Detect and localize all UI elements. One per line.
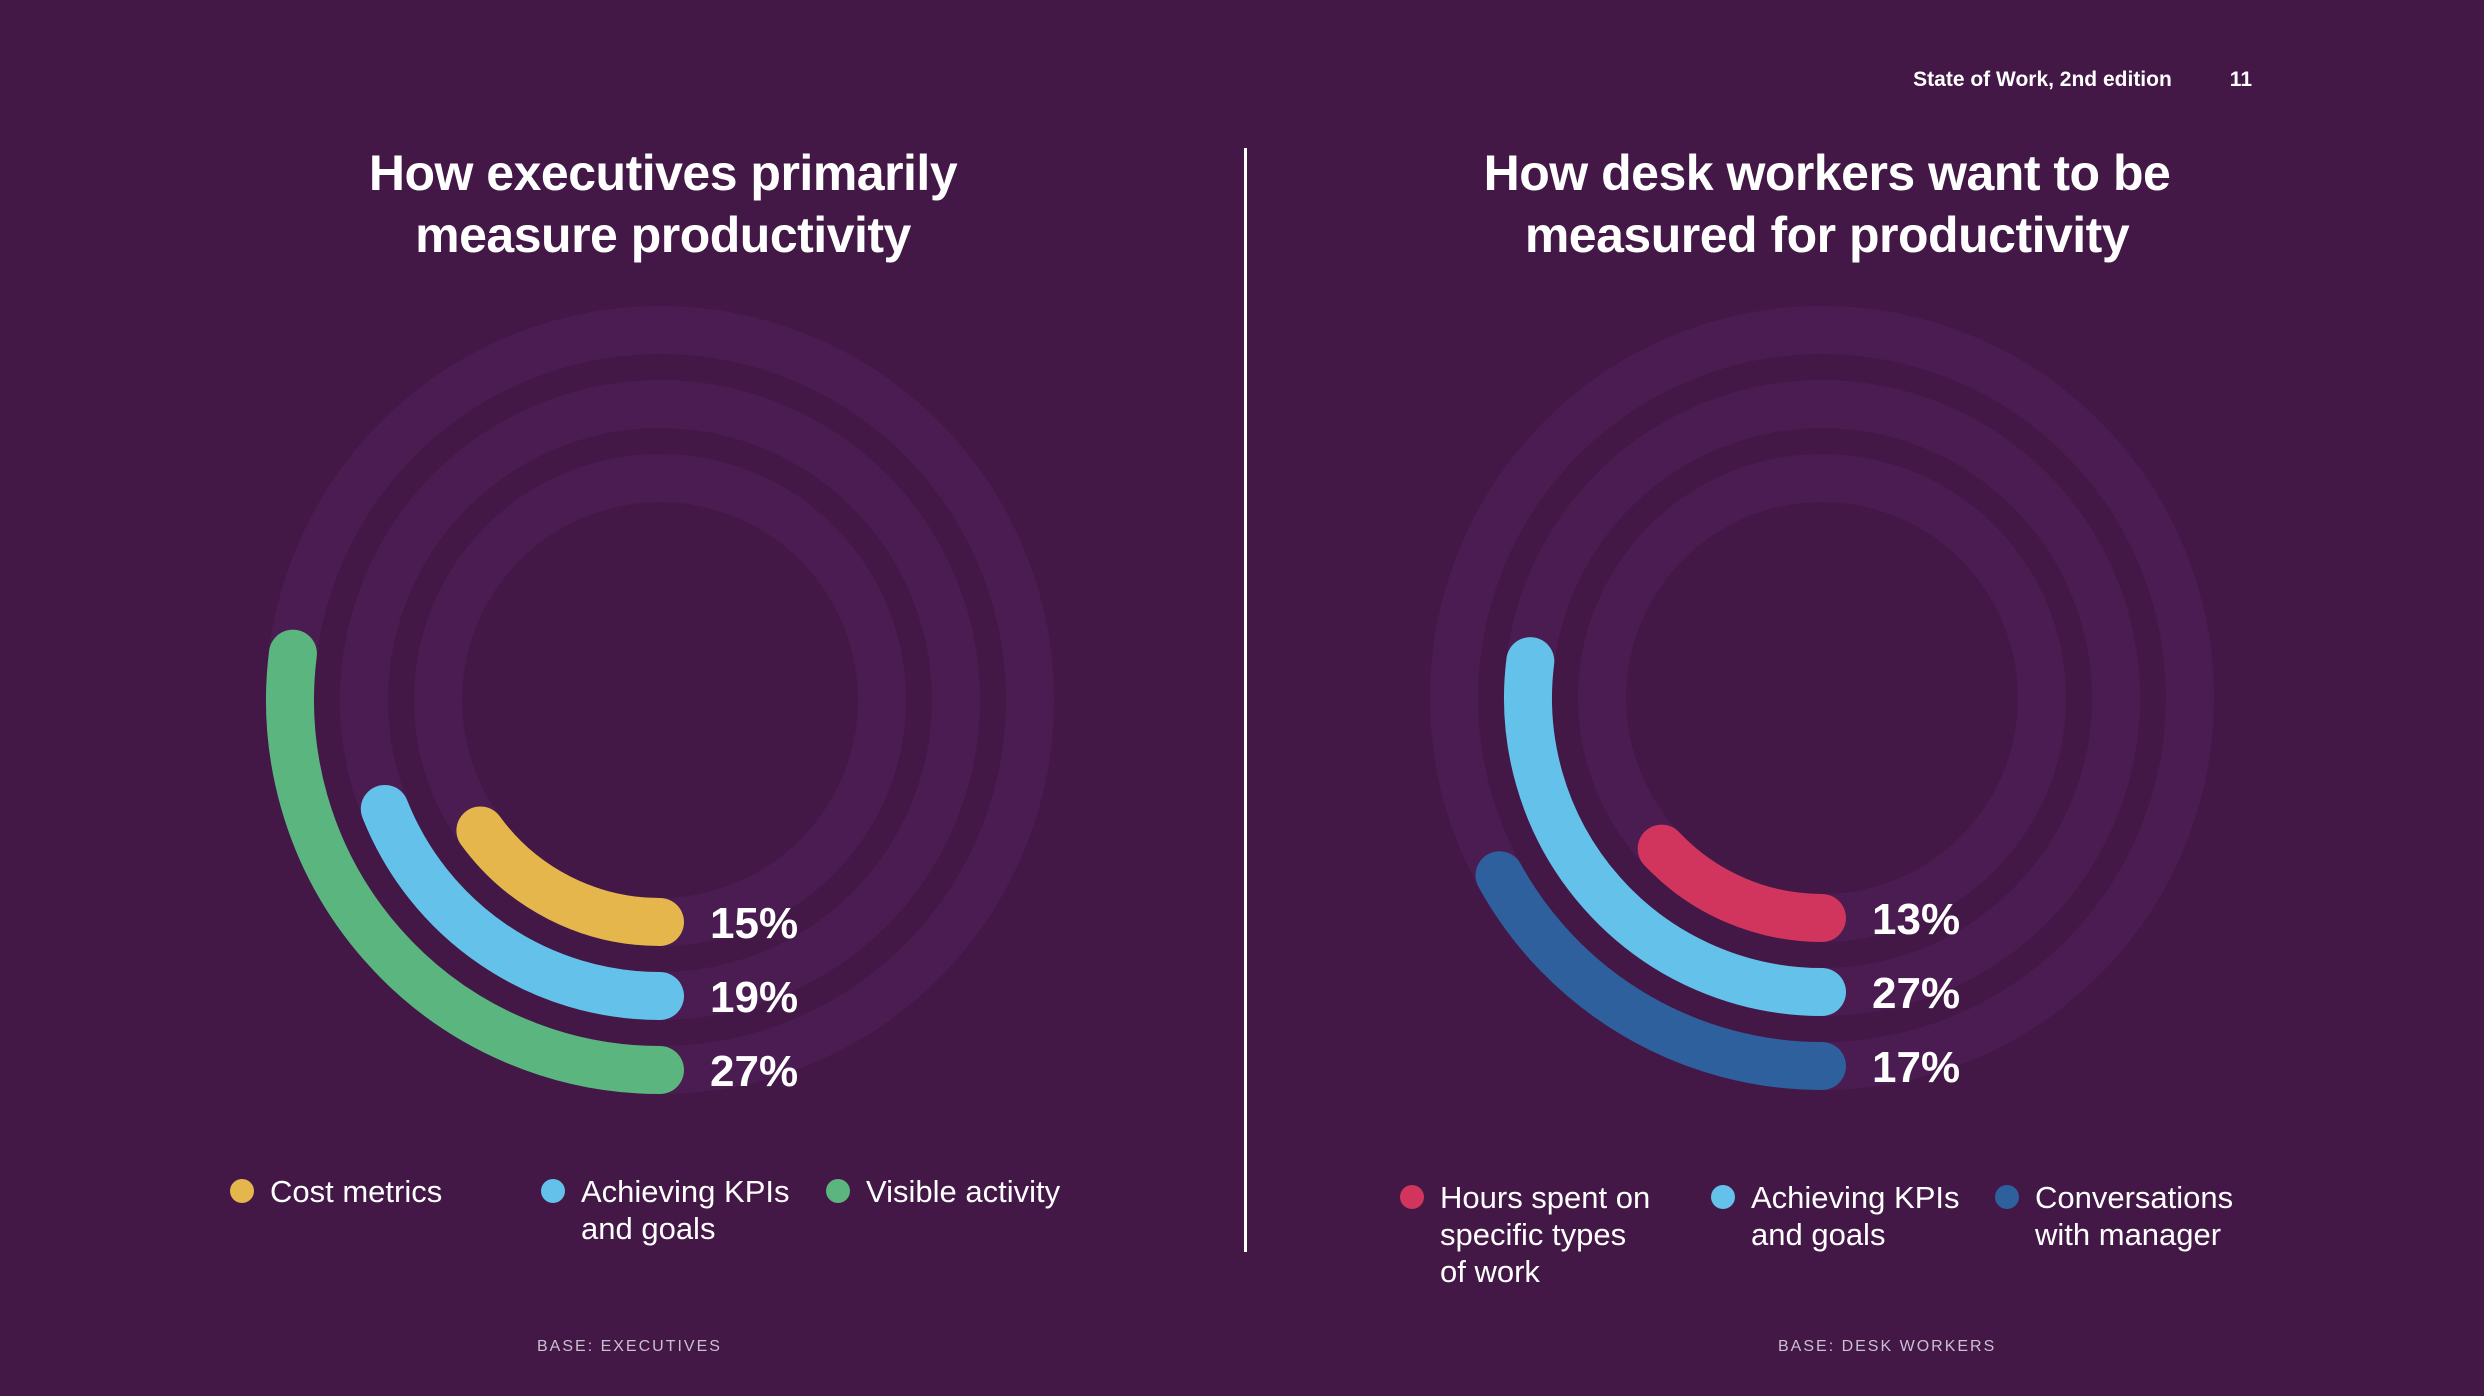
legend-label-visible-activity: Visible activity bbox=[866, 1174, 1061, 1209]
page-number: 11 bbox=[2229, 68, 2252, 91]
right-arc-conversations-with-manager bbox=[1475, 851, 1846, 1090]
left-value-label-achieving-kpis-and-goals: 19% bbox=[710, 973, 798, 1022]
left-arc-achieving-kpis-and-goals bbox=[360, 784, 684, 1020]
right-value-label-achieving-kpis-and-goals: 27% bbox=[1872, 969, 1960, 1018]
legend-item-achieving-kpis: Achieving KPIs and goals bbox=[541, 1173, 826, 1247]
panel-divider bbox=[1244, 148, 1247, 1252]
legend-item-achieving-kpis-right: Achieving KPIs and goals bbox=[1711, 1179, 1995, 1290]
legend-label-achieving-kpis-right: Achieving KPIs and goals bbox=[1751, 1180, 1960, 1252]
legend-dot-achieving-kpis bbox=[541, 1179, 565, 1203]
legend-label-conversations: Conversations with manager bbox=[2035, 1180, 2234, 1252]
right-arc-hours-spent-on-specific-types-of-work bbox=[1637, 824, 1846, 942]
legend-dot-conversations bbox=[1995, 1185, 2019, 1209]
right-value-label-hours-spent-on-specific-types-of-work: 13% bbox=[1872, 895, 1960, 944]
legend-item-hours-spent: Hours spent on specific types of work bbox=[1400, 1179, 1711, 1290]
left-legend: Cost metrics Achieving KPIs and goals Vi… bbox=[230, 1173, 1060, 1247]
publication-title: State of Work, 2nd edition bbox=[1913, 68, 2172, 91]
right-chart-title: How desk workers want to be measured for… bbox=[1483, 145, 2171, 263]
left-radial-chart: 15% 19% 27% bbox=[266, 306, 1054, 1096]
right-legend: Hours spent on specific types of work Ac… bbox=[1400, 1179, 2233, 1290]
legend-item-conversations: Conversations with manager bbox=[1995, 1179, 2233, 1290]
left-chart-title: How executives primarily measure product… bbox=[368, 145, 958, 263]
legend-label-achieving-kpis: Achieving KPIs and goals bbox=[581, 1174, 790, 1246]
left-arc-cost-metrics bbox=[456, 806, 684, 946]
legend-label-cost-metrics: Cost metrics bbox=[270, 1174, 443, 1209]
right-arc-achieving-kpis-and-goals bbox=[1504, 637, 1846, 1016]
page-header: State of Work, 2nd edition 11 bbox=[1913, 68, 2252, 92]
legend-dot-hours-spent bbox=[1400, 1185, 1424, 1209]
left-base-note: BASE: EXECUTIVES bbox=[537, 1338, 722, 1355]
left-value-label-cost-metrics: 15% bbox=[710, 899, 798, 948]
legend-dot-achieving-kpis-right bbox=[1711, 1185, 1735, 1209]
legend-label-hours-spent: Hours spent on specific types of work bbox=[1440, 1180, 1651, 1289]
right-value-label-conversations-with-manager: 17% bbox=[1872, 1043, 1960, 1092]
legend-item-visible-activity: Visible activity bbox=[826, 1173, 1060, 1247]
legend-dot-cost-metrics bbox=[230, 1179, 254, 1203]
left-value-label-visible-activity: 27% bbox=[710, 1047, 798, 1096]
left-arc-visible-activity bbox=[266, 629, 684, 1094]
legend-item-cost-metrics: Cost metrics bbox=[230, 1173, 541, 1247]
legend-dot-visible-activity bbox=[826, 1179, 850, 1203]
right-base-note: BASE: DESK WORKERS bbox=[1778, 1338, 1997, 1355]
